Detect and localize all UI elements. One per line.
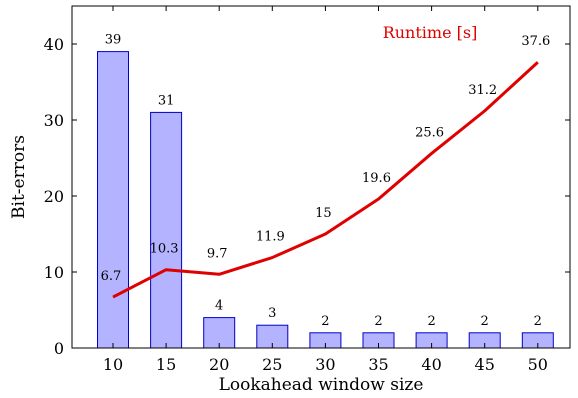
plot-frame <box>72 6 570 348</box>
x-tick-label: 30 <box>315 355 335 374</box>
runtime-value-label: 15 <box>315 206 332 221</box>
bar-value-label: 2 <box>321 314 329 329</box>
bar-value-label: 2 <box>534 314 542 329</box>
x-tick-label: 15 <box>156 355 176 374</box>
bar-value-label: 39 <box>105 33 122 48</box>
bar-value-label: 3 <box>268 306 276 321</box>
y-tick-label: 40 <box>44 35 64 54</box>
runtime-value-label: 19.6 <box>362 171 391 186</box>
bar-value-label: 2 <box>374 314 382 329</box>
y-tick-label: 30 <box>44 111 64 130</box>
runtime-value-label: 31.2 <box>468 83 497 98</box>
x-tick-label: 10 <box>103 355 123 374</box>
y-axis-title: Bit-errors <box>9 135 29 219</box>
bar-value-label: 2 <box>427 314 435 329</box>
runtime-series-label: Runtime [s] <box>383 23 478 42</box>
x-tick-label: 40 <box>421 355 441 374</box>
y-tick-label: 20 <box>44 187 64 206</box>
x-tick-label: 25 <box>262 355 282 374</box>
bar-value-label: 31 <box>158 93 175 108</box>
bar <box>151 112 182 348</box>
bar-value-label: 2 <box>481 314 489 329</box>
x-axis-title: Lookahead window size <box>219 375 424 395</box>
bar <box>98 52 129 348</box>
runtime-value-label: 6.7 <box>101 269 122 284</box>
x-tick-label: 50 <box>528 355 548 374</box>
runtime-value-label: 25.6 <box>415 125 444 140</box>
runtime-value-label: 9.7 <box>207 246 228 261</box>
runtime-value-label: 10.3 <box>150 242 179 257</box>
runtime-value-label: 11.9 <box>256 230 285 245</box>
y-tick-label: 10 <box>44 263 64 282</box>
runtime-value-label: 37.6 <box>521 34 550 49</box>
x-tick-label: 35 <box>368 355 388 374</box>
x-tick-label: 20 <box>209 355 229 374</box>
y-tick-label: 0 <box>54 339 64 358</box>
x-tick-label: 45 <box>475 355 495 374</box>
bar-value-label: 4 <box>215 299 223 314</box>
